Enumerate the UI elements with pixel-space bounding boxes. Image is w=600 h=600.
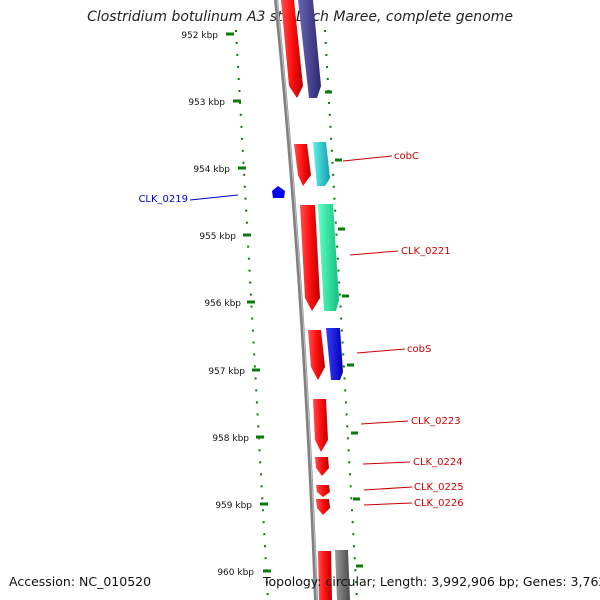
feature-arrow[interactable]: [316, 485, 330, 497]
gene-label-cobc[interactable]: cobC: [394, 151, 419, 162]
leader-line-clk0219: [189, 194, 239, 201]
leader-lines: [342, 155, 413, 506]
gene-label-cobs[interactable]: cobS: [407, 344, 431, 355]
feature-arrow[interactable]: [315, 457, 329, 476]
other-features: [272, 0, 350, 600]
cds-features: [281, 0, 332, 600]
feature-arrow-mint[interactable]: [318, 204, 339, 311]
ruler-label-952: 952 kbp: [181, 31, 218, 41]
accession-label: Accession: NC_010520: [9, 574, 152, 589]
outer-tick-track: [324, 29, 358, 600]
feature-arrow[interactable]: [281, 0, 303, 98]
ruler-label-957: 957 kbp: [208, 367, 245, 377]
ruler-tick-marks: [226, 32, 271, 573]
feature-arrow-cyan[interactable]: [313, 142, 330, 186]
ruler-label-958: 958 kbp: [212, 434, 249, 444]
gene-label-clk0221[interactable]: CLK_0221: [401, 246, 451, 257]
inner-tick-track: [235, 29, 269, 600]
gene-label-clk0225[interactable]: CLK_0225: [414, 482, 464, 493]
feature-arrow-gray[interactable]: [335, 550, 350, 600]
ruler-label-959: 959 kbp: [215, 501, 252, 511]
summary-label: Topology: circular; Length: 3,992,906 bp…: [263, 574, 600, 589]
gene-label-clk0226[interactable]: CLK_0226: [414, 498, 464, 509]
ruler-label-956: 956 kbp: [204, 299, 241, 309]
gene-label-clk0219[interactable]: CLK_0219: [138, 194, 188, 205]
ruler-label-960: 960 kbp: [217, 568, 254, 578]
outer-tick-marks: [325, 90, 363, 568]
feature-arrow[interactable]: [300, 205, 320, 311]
gene-label-clk0224[interactable]: CLK_0224: [413, 457, 463, 468]
ruler-label-953: 953 kbp: [188, 98, 225, 108]
feature-arrow[interactable]: [294, 144, 311, 186]
ruler-label-955: 955 kbp: [199, 232, 236, 242]
gene-label-clk0223[interactable]: CLK_0223: [411, 416, 461, 427]
feature-arrow-blue[interactable]: [326, 328, 343, 380]
feature-arrow-purple[interactable]: [298, 0, 321, 98]
feature-arrow[interactable]: [316, 499, 330, 515]
feature-arrow[interactable]: [318, 551, 332, 600]
feature-arrow[interactable]: [313, 399, 328, 452]
genome-backbone: [274, 0, 318, 600]
ruler-label-954: 954 kbp: [193, 165, 230, 175]
feature-marker-clk0219[interactable]: [272, 186, 285, 198]
feature-arrow[interactable]: [308, 330, 325, 380]
